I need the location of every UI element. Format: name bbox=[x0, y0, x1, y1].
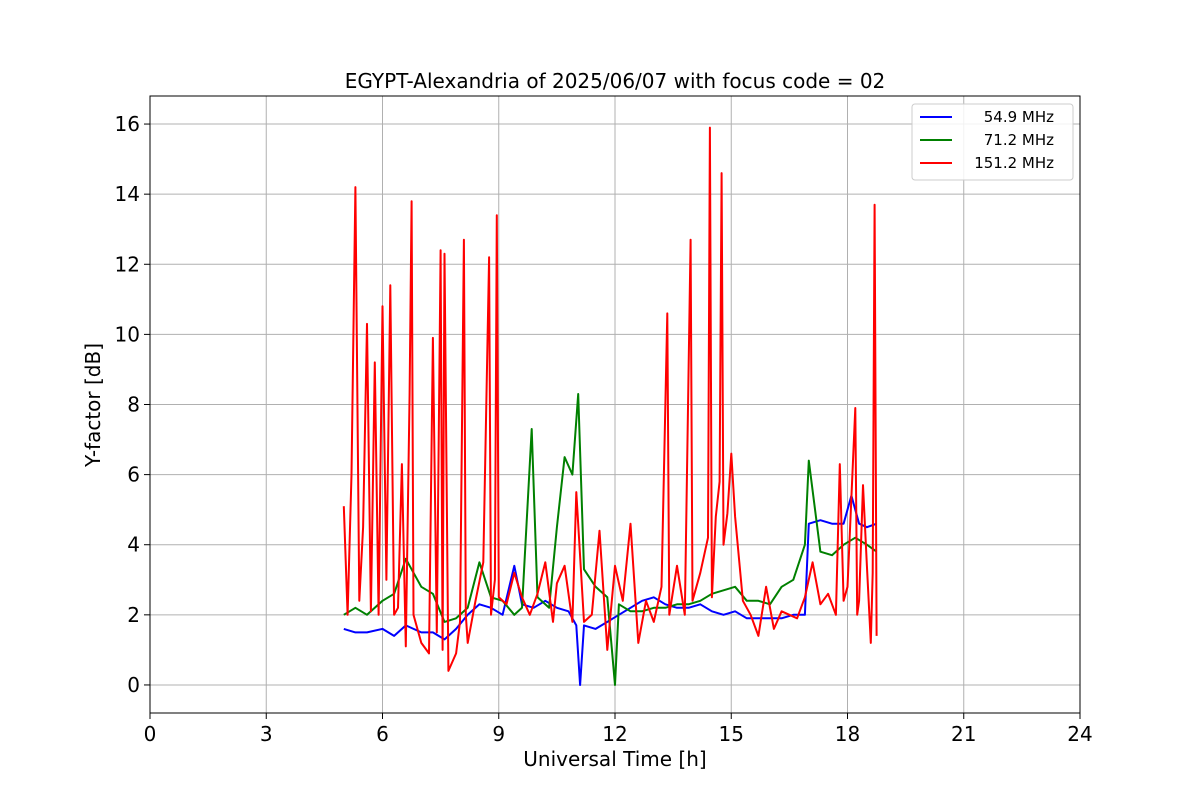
x-tick-label: 12 bbox=[602, 722, 627, 746]
x-tick-label: 24 bbox=[1067, 722, 1092, 746]
y-tick-label: 8 bbox=[127, 393, 140, 417]
y-tick-label: 6 bbox=[127, 463, 140, 487]
x-tick-label: 0 bbox=[144, 722, 157, 746]
y-tick-label: 12 bbox=[115, 252, 140, 276]
x-tick-label: 9 bbox=[492, 722, 505, 746]
y-tick-label: 14 bbox=[115, 182, 140, 206]
x-tick-label: 21 bbox=[951, 722, 976, 746]
chart-title: EGYPT-Alexandria of 2025/06/07 with focu… bbox=[345, 69, 886, 93]
legend-label: 151.2 MHz bbox=[974, 154, 1054, 172]
y-tick-label: 4 bbox=[127, 533, 140, 557]
y-tick-label: 10 bbox=[115, 322, 140, 346]
plot-area bbox=[342, 126, 878, 686]
x-tick-label: 6 bbox=[376, 722, 389, 746]
y-tick-label: 16 bbox=[115, 112, 140, 136]
legend-box bbox=[911, 103, 1074, 181]
series-line-151-2-mhz bbox=[342, 126, 878, 672]
x-tick-label: 18 bbox=[835, 722, 860, 746]
x-tick-label: 15 bbox=[719, 722, 744, 746]
x-tick-label: 3 bbox=[260, 722, 273, 746]
y-axis: 0 2 4 6 8 10 12 14 16 bbox=[115, 112, 150, 697]
legend-label: 71.2 MHz bbox=[984, 131, 1054, 149]
series-line-54-9-mhz bbox=[343, 494, 877, 686]
x-axis: 0 3 6 9 12 15 18 21 24 bbox=[144, 713, 1093, 746]
legend-label: 54.9 MHz bbox=[984, 108, 1054, 126]
y-tick-label: 0 bbox=[127, 673, 140, 697]
y-tick-label: 2 bbox=[127, 603, 140, 627]
legend: 54.9 MHz 71.2 MHz 151.2 MHz bbox=[911, 103, 1074, 181]
y-axis-label: Y-factor [dB] bbox=[81, 343, 105, 468]
x-axis-label: Universal Time [h] bbox=[523, 747, 706, 771]
